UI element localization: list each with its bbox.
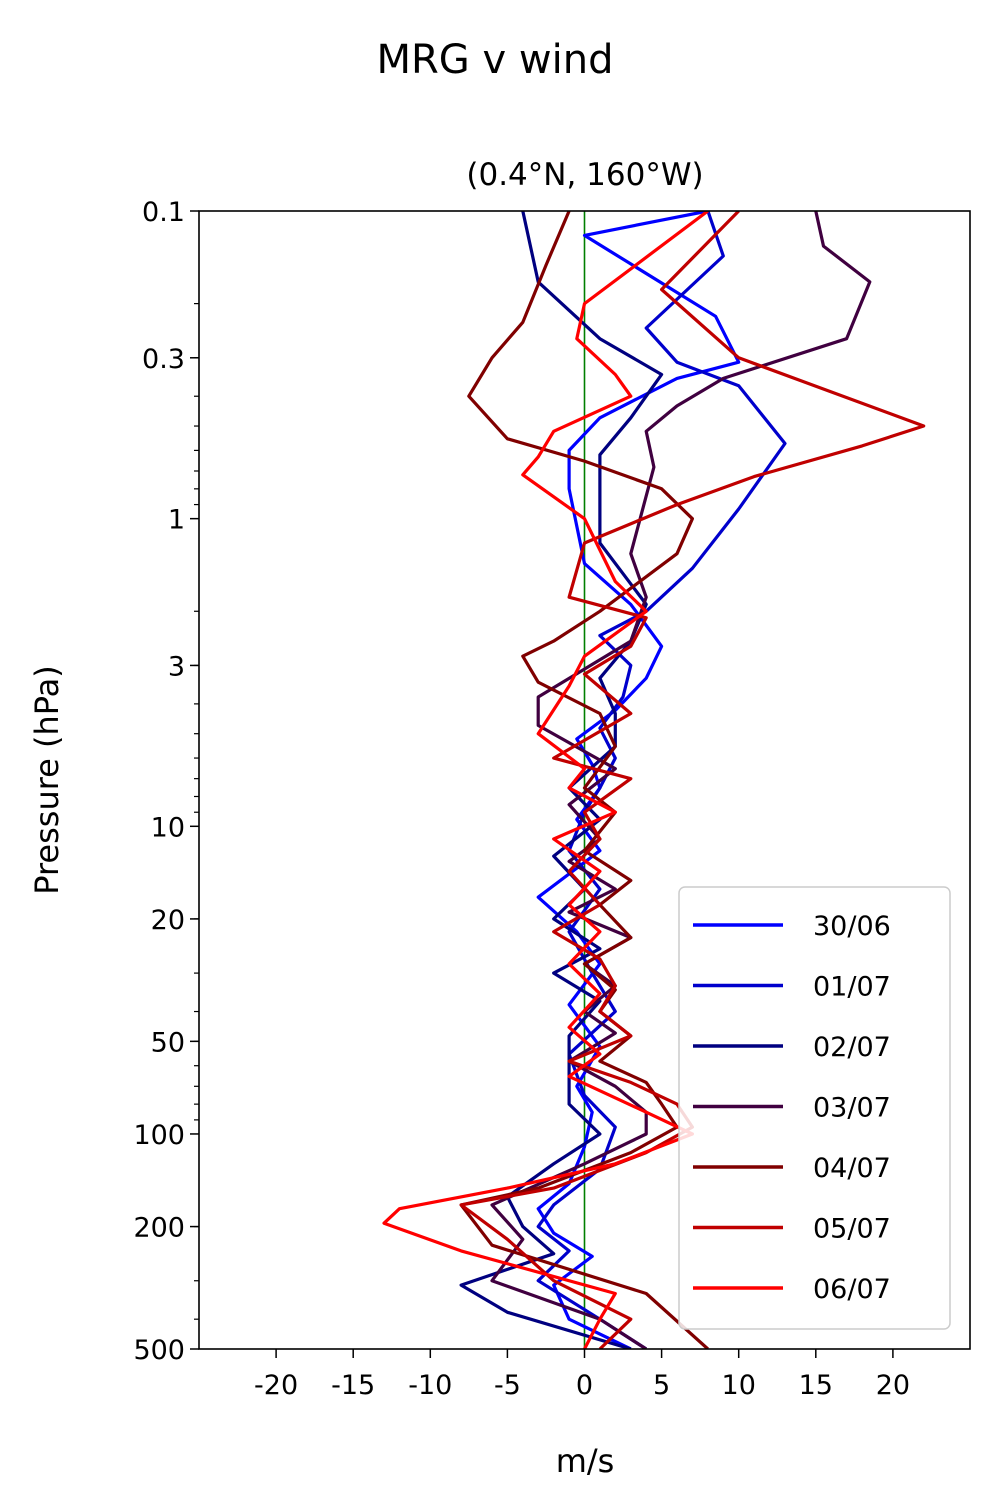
legend-label: 03/07 [813,1093,891,1124]
legend-label: 30/06 [813,911,891,942]
series-line-06-07 [382,211,709,1349]
x-tick-label: 0 [576,1370,593,1401]
y-tick-label: 20 [151,905,185,936]
y-tick-label: 10 [151,812,185,843]
series-line-30-06 [536,211,741,1349]
y-tick-label: 500 [133,1335,185,1366]
legend-label: 01/07 [813,972,891,1003]
x-tick-label: 20 [876,1370,910,1401]
axis-ticks: -20 -15 -10 -5 0 5 10 15 20 0.1 0.3 1 3 10 20 50 100 200 5… [133,197,910,1401]
x-tick-label: -20 [254,1370,298,1401]
y-axis-label: Pressure (hPa) [28,665,66,895]
legend-box [678,886,951,1330]
x-tick-label: 15 [799,1370,833,1401]
legend-label: 02/07 [813,1032,891,1063]
chart-title: MRG v wind [377,37,614,83]
x-tick-label: 5 [653,1370,670,1401]
y-tick-label: 50 [151,1027,185,1058]
x-tick-label: 10 [722,1370,756,1401]
x-tick-label: -15 [331,1370,375,1401]
series-layer [382,211,926,1349]
legend-label: 06/07 [813,1274,891,1305]
x-tick-label: -10 [408,1370,452,1401]
y-tick-label: 200 [133,1213,185,1244]
legend-label: 04/07 [813,1153,891,1184]
series-line-03-07 [490,211,872,1349]
chart-subtitle: (0.4°N, 160°W) [466,157,703,193]
legend: 30/06 01/07 02/07 03/07 04/07 05/07 06/07 [678,886,951,1330]
series-line-04-07 [459,211,709,1349]
x-tick-label: -5 [494,1370,521,1401]
y-tick-label: 100 [133,1120,185,1151]
y-tick-label: 0.3 [142,344,185,375]
y-tick-label: 0.1 [142,197,185,228]
plot-frame [198,210,971,1350]
y-tick-label: 3 [168,651,185,682]
x-axis-label: m/s [556,1442,615,1480]
y-tick-label: 1 [168,505,185,536]
legend-label: 05/07 [813,1214,891,1245]
